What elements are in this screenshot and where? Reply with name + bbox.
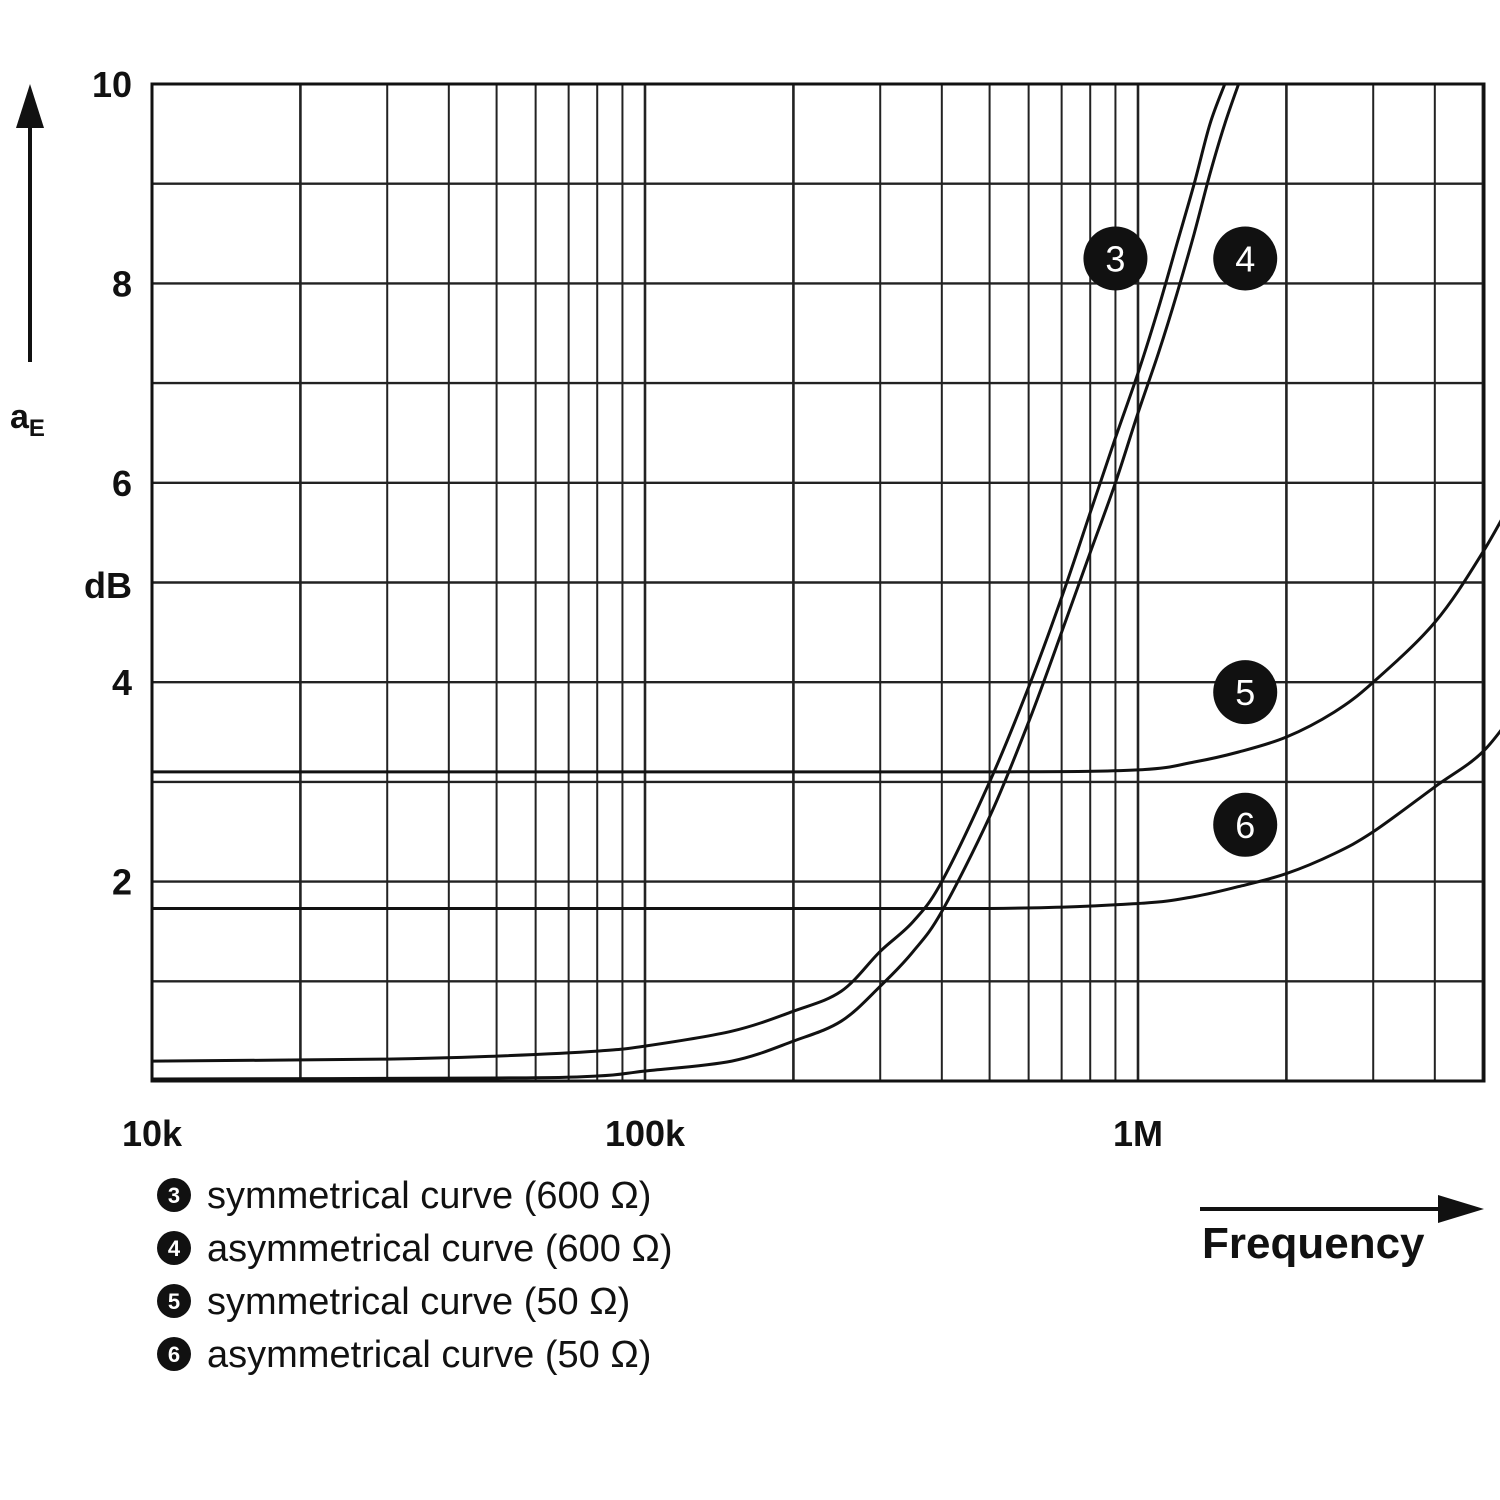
curve-marker-label: 4 — [1235, 238, 1255, 279]
x-tick-label: 10k — [122, 1113, 183, 1154]
y-tick-labels: 2 4 6 8 10 — [92, 64, 132, 903]
legend-item: 4 asymmetrical curve (600 Ω) — [157, 1228, 673, 1270]
y-axis-label-subscript: E — [29, 415, 45, 442]
x-axis-arrow-head-icon — [1438, 1195, 1484, 1223]
curve-marker-label: 3 — [1105, 238, 1125, 279]
curve-marker-4: 4 — [1213, 226, 1278, 291]
legend-marker-icon — [157, 1231, 191, 1265]
y-tick-label: 2 — [112, 862, 132, 903]
series-line-4 — [151, 83, 1241, 1081]
x-tick-label: 1M — [1113, 1113, 1163, 1154]
x-tick-labels: 10k 100k 1M — [122, 1113, 1163, 1154]
legend-item: 6 asymmetrical curve (50 Ω) — [157, 1334, 651, 1376]
curve-marker-3: 3 — [1083, 226, 1148, 291]
y-axis-unit: dB — [84, 565, 132, 606]
legend-label: asymmetrical curve (50 Ω) — [207, 1334, 651, 1376]
data-series — [151, 83, 1500, 1081]
plot-frame — [150, 82, 1486, 1083]
curve-marker-5: 5 — [1213, 660, 1278, 725]
y-tick-label: 4 — [112, 662, 132, 703]
curve-marker-label: 6 — [1235, 805, 1255, 846]
horizontal-grid — [152, 82, 1484, 1083]
legend-label: symmetrical curve (50 Ω) — [207, 1281, 630, 1323]
legend-marker-icon — [157, 1284, 191, 1318]
curve-markers: 3 4 5 6 — [1083, 226, 1278, 857]
series-line-5 — [152, 519, 1500, 774]
y-axis-label: aE — [10, 398, 45, 442]
legend-marker-icon — [157, 1178, 191, 1212]
curve-marker-label: 5 — [1235, 672, 1255, 713]
legend-label: asymmetrical curve (600 Ω) — [207, 1228, 673, 1270]
y-tick-label: 8 — [112, 263, 132, 304]
x-tick-label: 100k — [605, 1113, 686, 1154]
legend-marker-icon — [157, 1337, 191, 1371]
legend-marker-label: 3 — [168, 1183, 180, 1208]
legend-marker-label: 5 — [168, 1289, 180, 1314]
y-axis-arrow-head-icon — [16, 84, 44, 128]
legend: 3 symmetrical curve (600 Ω) 4 asymmetrical … — [157, 1175, 673, 1376]
curve-marker-circle — [1083, 226, 1148, 291]
y-tick-label: 6 — [112, 463, 132, 504]
legend-item: 3 symmetrical curve (600 Ω) — [157, 1175, 651, 1217]
series-line-3 — [151, 83, 1227, 1063]
series-line-6 — [152, 729, 1500, 911]
y-axis-label-main: a — [10, 398, 30, 436]
legend-label: symmetrical curve (600 Ω) — [207, 1175, 651, 1217]
curve-marker-circle — [1213, 226, 1278, 291]
legend-marker-label: 4 — [168, 1236, 181, 1261]
y-tick-label: 10 — [92, 64, 132, 105]
curve-marker-circle — [1213, 660, 1278, 725]
legend-marker-label: 6 — [168, 1342, 180, 1367]
curve-marker-6: 6 — [1213, 792, 1278, 857]
x-axis-label: Frequency — [1202, 1219, 1425, 1268]
legend-item: 5 symmetrical curve (50 Ω) — [157, 1281, 630, 1323]
curve-marker-circle — [1213, 792, 1278, 857]
